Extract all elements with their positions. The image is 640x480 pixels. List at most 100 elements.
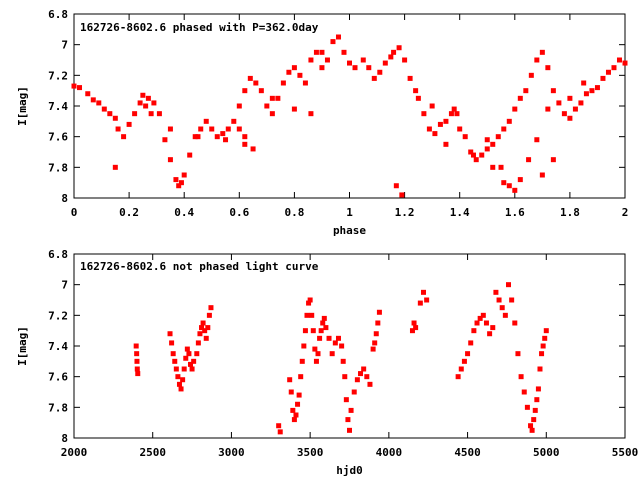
data-point <box>258 88 264 94</box>
data-point <box>540 343 546 349</box>
data-point <box>112 115 118 121</box>
x-tick-label: 4000 <box>376 446 403 459</box>
x-tick-label: 5000 <box>533 446 560 459</box>
data-point <box>308 111 314 117</box>
data-point <box>339 343 345 349</box>
data-point <box>534 137 540 143</box>
data-point <box>299 358 305 364</box>
data-point <box>315 351 321 357</box>
data-point <box>302 328 308 334</box>
chart-title: 162726-8602.6 not phased light curve <box>80 260 319 273</box>
data-point <box>181 366 187 372</box>
data-point <box>443 118 449 124</box>
data-point <box>291 106 297 112</box>
data-point <box>269 111 275 117</box>
data-point <box>236 103 242 109</box>
data-point <box>468 149 474 155</box>
data-point <box>373 331 379 337</box>
data-point <box>169 340 175 346</box>
data-point <box>415 95 421 101</box>
y-tick-label: 6.8 <box>48 248 68 261</box>
data-point <box>264 103 270 109</box>
data-point <box>528 72 534 78</box>
data-point <box>321 315 327 321</box>
data-point <box>465 351 471 357</box>
data-point <box>448 111 454 117</box>
data-point <box>583 91 589 97</box>
data-point <box>509 297 515 303</box>
data-point <box>176 381 182 387</box>
data-point <box>162 137 168 143</box>
data-point <box>242 134 248 140</box>
data-point <box>332 340 338 346</box>
y-tick-label: 7 <box>61 39 68 52</box>
data-point <box>112 164 118 170</box>
data-point <box>512 187 518 193</box>
data-point <box>517 95 523 101</box>
data-point <box>501 126 507 132</box>
data-point <box>487 331 493 337</box>
data-point <box>301 343 307 349</box>
data-point <box>172 358 178 364</box>
data-point <box>490 325 496 331</box>
data-point <box>409 328 415 334</box>
y-tick-label: 7.6 <box>48 371 68 384</box>
data-point <box>358 371 364 377</box>
data-point <box>340 358 346 364</box>
data-point <box>382 60 388 66</box>
data-point <box>532 407 538 413</box>
data-point <box>135 371 141 377</box>
data-point <box>156 111 162 117</box>
data-point <box>589 88 595 94</box>
data-point <box>413 325 419 331</box>
data-point <box>517 177 523 183</box>
data-point <box>594 85 600 91</box>
data-point <box>496 297 502 303</box>
y-tick-label: 7 <box>61 279 68 292</box>
data-point <box>132 111 138 117</box>
data-point <box>186 351 192 357</box>
data-point <box>484 146 490 152</box>
data-point <box>556 100 562 106</box>
data-point <box>319 49 325 55</box>
x-tick-label: 5500 <box>612 446 639 459</box>
data-point <box>616 57 622 63</box>
data-point <box>291 417 297 423</box>
data-point <box>175 374 181 380</box>
data-point <box>402 57 408 63</box>
data-point <box>455 374 461 380</box>
data-point <box>343 397 349 403</box>
x-tick-label: 1 <box>346 206 353 219</box>
y-tick-label: 7.8 <box>48 401 68 414</box>
data-point <box>361 366 367 372</box>
data-point <box>537 366 543 372</box>
data-point <box>173 366 179 372</box>
data-point <box>253 80 259 86</box>
data-point <box>611 65 617 71</box>
y-axis-label: I[mag] <box>16 86 29 126</box>
data-point <box>502 312 508 318</box>
data-point <box>173 177 179 183</box>
y-tick-label: 8 <box>61 192 68 205</box>
data-point <box>372 340 378 346</box>
plot-frame <box>73 13 626 199</box>
data-point <box>535 386 541 392</box>
data-point <box>432 131 438 137</box>
data-point <box>126 121 132 127</box>
data-point <box>178 386 184 392</box>
data-point <box>499 305 505 311</box>
y-tick-label: 6.8 <box>48 8 68 21</box>
data-point <box>429 103 435 109</box>
data-point <box>189 366 195 372</box>
x-axis-label: phase <box>333 224 366 237</box>
data-point <box>293 412 299 418</box>
data-point <box>134 366 140 372</box>
data-point <box>581 80 587 86</box>
x-tick-label: 2500 <box>139 446 166 459</box>
data-point <box>458 366 464 372</box>
data-point <box>133 343 139 349</box>
data-point <box>317 335 323 341</box>
data-point <box>312 346 318 352</box>
data-point <box>443 141 449 147</box>
data-point <box>298 374 304 380</box>
